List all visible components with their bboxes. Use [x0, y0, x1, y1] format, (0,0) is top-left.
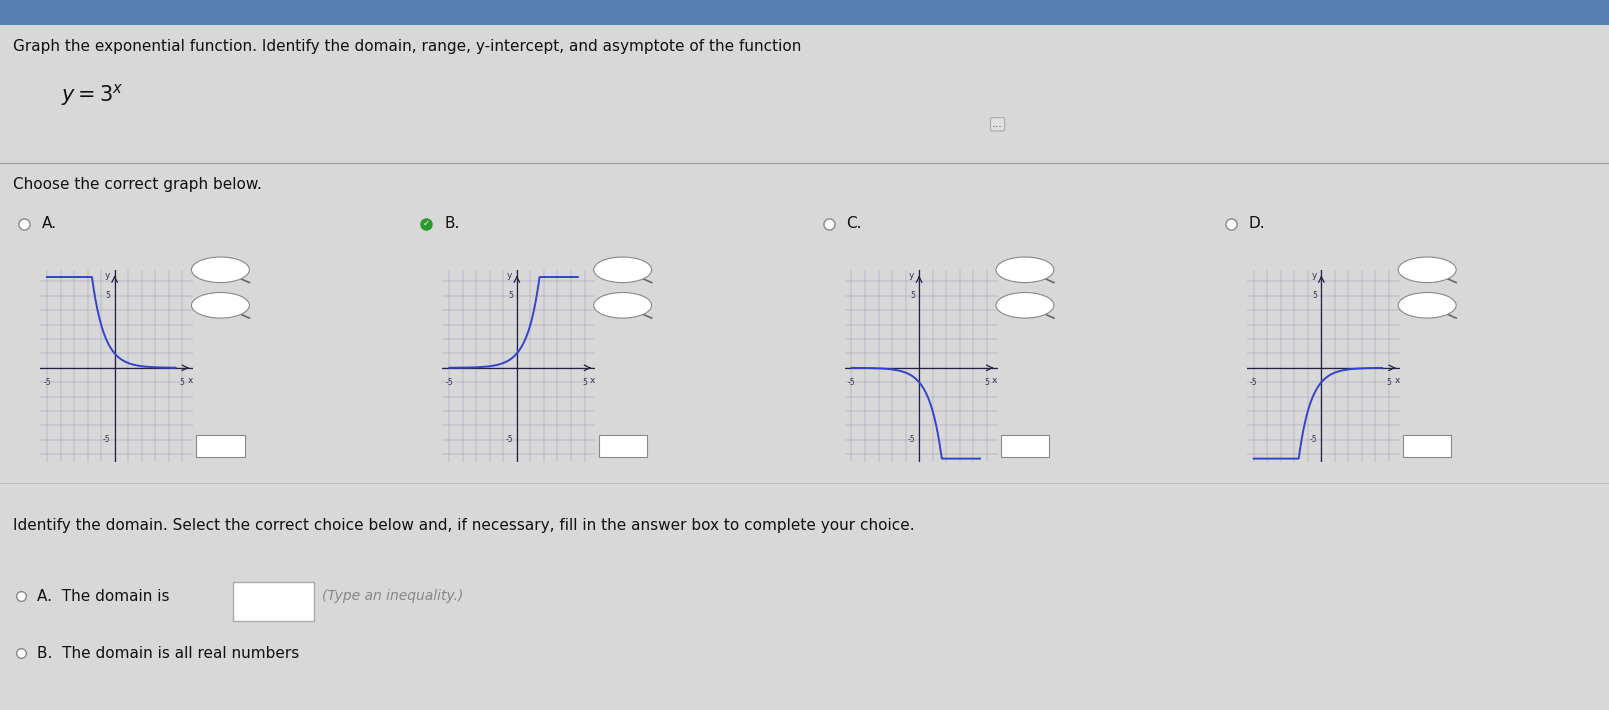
- Text: x: x: [1395, 376, 1400, 385]
- Text: B.: B.: [444, 216, 460, 231]
- Text: y: y: [1311, 271, 1316, 280]
- Text: -5: -5: [43, 378, 51, 387]
- Text: -: -: [1023, 299, 1027, 312]
- Text: ✓: ✓: [423, 219, 430, 228]
- Text: y: y: [105, 271, 109, 280]
- Text: +: +: [1422, 263, 1432, 276]
- Text: 5: 5: [106, 291, 111, 300]
- Text: 5: 5: [985, 378, 990, 387]
- Text: ⤢: ⤢: [1022, 441, 1028, 451]
- Text: y: y: [507, 271, 512, 280]
- Text: D.: D.: [1249, 216, 1265, 231]
- Text: ⤢: ⤢: [619, 441, 626, 451]
- Text: ⤢: ⤢: [1424, 441, 1430, 451]
- Text: (Type an inequality.): (Type an inequality.): [322, 589, 463, 604]
- Text: -5: -5: [848, 378, 856, 387]
- Text: A.: A.: [42, 216, 56, 231]
- Text: 5: 5: [911, 291, 916, 300]
- Text: Choose the correct graph below.: Choose the correct graph below.: [13, 178, 262, 192]
- Text: A.  The domain is: A. The domain is: [37, 589, 169, 604]
- Text: -: -: [621, 299, 624, 312]
- Text: 5: 5: [508, 291, 513, 300]
- Text: 5: 5: [582, 378, 587, 387]
- Text: x: x: [188, 376, 193, 385]
- Text: Identify the domain. Select the correct choice below and, if necessary, fill in : Identify the domain. Select the correct …: [13, 518, 914, 533]
- Text: 5: 5: [1387, 378, 1392, 387]
- Text: y: y: [909, 271, 914, 280]
- Text: -5: -5: [505, 435, 513, 444]
- Text: ⤢: ⤢: [217, 441, 224, 451]
- Text: x: x: [591, 376, 595, 385]
- Text: -5: -5: [1310, 435, 1318, 444]
- Text: $y = 3^x$: $y = 3^x$: [61, 82, 124, 108]
- Text: -5: -5: [446, 378, 454, 387]
- Text: -5: -5: [907, 435, 916, 444]
- Text: -: -: [219, 299, 222, 312]
- Text: x: x: [993, 376, 998, 385]
- Text: 5: 5: [180, 378, 185, 387]
- Text: -: -: [1426, 299, 1429, 312]
- Text: -5: -5: [103, 435, 111, 444]
- Text: C.: C.: [846, 216, 862, 231]
- Text: Graph the exponential function. Identify the domain, range, y-intercept, and asy: Graph the exponential function. Identify…: [13, 39, 801, 54]
- Text: ...: ...: [993, 119, 1002, 129]
- Text: -5: -5: [1250, 378, 1258, 387]
- Text: 5: 5: [1313, 291, 1318, 300]
- Text: +: +: [618, 263, 628, 276]
- Text: +: +: [216, 263, 225, 276]
- Text: +: +: [1020, 263, 1030, 276]
- Text: B.  The domain is all real numbers: B. The domain is all real numbers: [37, 645, 299, 661]
